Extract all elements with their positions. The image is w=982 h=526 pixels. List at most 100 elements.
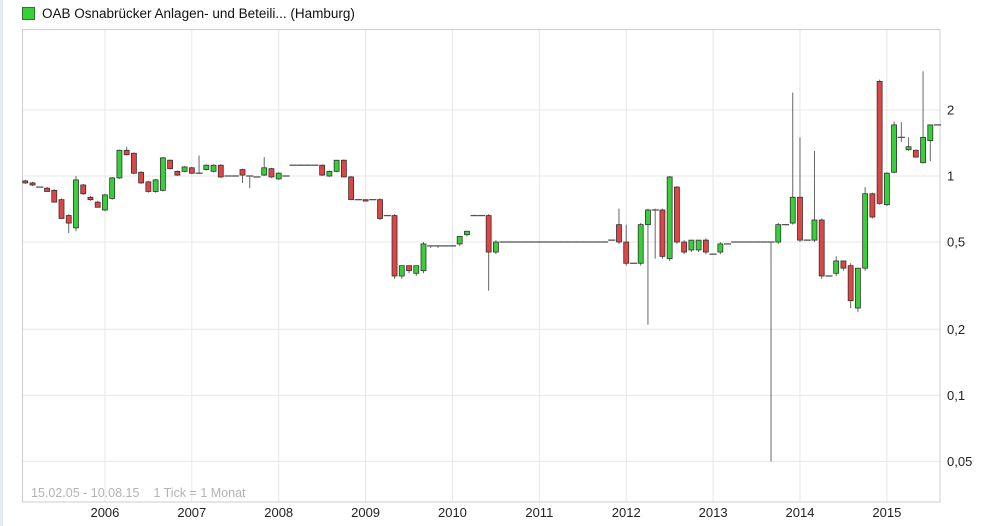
- candle-body-up: [181, 166, 188, 172]
- candle-body-up: [109, 177, 116, 199]
- y-tick-label: 0,5: [947, 235, 965, 250]
- x-tick-label: 2010: [438, 505, 467, 520]
- candle-body-up: [326, 170, 333, 177]
- candle-body-up: [203, 164, 210, 170]
- x-tick-label: 2015: [872, 505, 901, 520]
- candle-body-down: [485, 215, 492, 253]
- candle-body-up: [413, 265, 420, 274]
- y-tick-label: 1: [947, 169, 954, 184]
- candle-body-up: [333, 159, 340, 172]
- candle-body-up: [927, 124, 934, 142]
- candle-body-up: [73, 179, 79, 229]
- candle-body-down: [188, 167, 195, 174]
- candle-body-up: [789, 196, 796, 224]
- y-tick-label: 0,05: [947, 454, 972, 469]
- y-tick-label: 0,1: [947, 388, 965, 403]
- x-tick-label: 2007: [177, 505, 206, 520]
- candle-body-down: [217, 164, 224, 178]
- candle-body-down: [674, 186, 680, 243]
- candle-body-up: [261, 167, 268, 176]
- candle-body-down: [348, 176, 355, 201]
- axis-labels: 2 1 0,5 0,2 0,1 0,05 2006 2007 2008 2009 2010 2011 2…: [90, 102, 972, 520]
- candle-body-up: [645, 209, 651, 226]
- candle-body-up: [456, 236, 463, 245]
- candle-body-down: [818, 219, 825, 277]
- candle-body-down: [362, 199, 369, 202]
- candle-body-down: [268, 168, 275, 178]
- candle-body-up: [775, 224, 782, 243]
- candle-body-up: [891, 124, 897, 173]
- candle-body-up: [275, 172, 282, 180]
- page-edge-strip: [0, 0, 3, 526]
- candle-body-down: [130, 152, 137, 174]
- candle-body-up: [116, 149, 123, 179]
- x-tick-label: 2012: [612, 505, 641, 520]
- candle-body-up: [905, 146, 912, 150]
- candle-body-up: [666, 176, 673, 260]
- candle-body-up: [464, 230, 470, 236]
- candle-body-down: [94, 201, 101, 208]
- chart-footer: 15.02.05 - 10.08.15 1 Tick = 1 Monat: [31, 486, 260, 500]
- plot-frame: [22, 29, 941, 503]
- candle-body-up: [102, 194, 108, 211]
- candle-body-down: [319, 164, 326, 176]
- candle-body-down: [65, 215, 72, 224]
- instrument-title: OAB Osnabrücker Anlagen- und Beteili... …: [42, 5, 355, 21]
- candle-body-up: [492, 241, 499, 253]
- candle-body-up: [883, 172, 890, 206]
- candle-body-down: [44, 187, 50, 192]
- candle-body-down: [847, 265, 854, 302]
- candle-body-down: [377, 199, 383, 219]
- candle-body-up: [398, 265, 405, 277]
- date-range-label: 15.02.05 - 10.08.15: [31, 486, 140, 500]
- candle-body-down: [391, 215, 398, 277]
- candle-body-up: [637, 224, 644, 264]
- candle-body-down: [616, 224, 622, 243]
- candle-body-down: [123, 149, 130, 156]
- candle-body-up: [152, 179, 159, 192]
- candle-body-down: [145, 181, 152, 192]
- candle-body-up: [695, 239, 702, 251]
- candle-body-up: [855, 267, 861, 309]
- candle-body-up: [920, 136, 926, 164]
- candle-body-down: [174, 170, 181, 176]
- candle-body-down: [29, 182, 36, 186]
- x-tick-label: 2009: [351, 505, 380, 520]
- candle-body-down: [912, 149, 919, 158]
- candle-body-down: [681, 241, 688, 253]
- y-tick-label: 0,2: [947, 322, 965, 337]
- legend: OAB Osnabrücker Anlagen- und Beteili... …: [22, 5, 355, 21]
- y-tick-label: 2: [947, 102, 954, 117]
- grid-layer: [22, 29, 940, 502]
- candle-body-down: [702, 239, 709, 253]
- candle-body-up: [688, 239, 695, 251]
- candle-body-down: [80, 184, 87, 195]
- tick-interval-label: 1 Tick = 1 Monat: [153, 486, 246, 500]
- x-tick-label: 2013: [699, 505, 728, 520]
- candle-body-down: [51, 189, 58, 203]
- candle-body-down: [58, 199, 65, 219]
- candle-body-down: [406, 265, 412, 272]
- candle-body-down: [659, 209, 666, 257]
- x-tick-label: 2011: [525, 505, 553, 520]
- candle-body-up: [811, 219, 818, 241]
- candle-body-down: [623, 241, 630, 264]
- candle-body-up: [862, 193, 869, 269]
- candle-body-down: [22, 180, 29, 184]
- candle-body-down: [876, 81, 883, 204]
- candles-layer: [22, 71, 942, 462]
- candle-body-down: [340, 159, 347, 178]
- candle-body-down: [239, 169, 246, 176]
- legend-series-marker-icon: [22, 6, 35, 20]
- candle-body-up: [210, 164, 217, 172]
- x-tick-label: 2008: [264, 505, 293, 520]
- x-tick-label: 2006: [90, 505, 119, 520]
- candle-body-up: [159, 157, 166, 191]
- candle-body-up: [420, 243, 427, 272]
- candle-body-up: [717, 243, 724, 253]
- candle-body-down: [138, 171, 145, 184]
- candle-body-down: [167, 159, 174, 170]
- candle-body-down: [840, 260, 847, 269]
